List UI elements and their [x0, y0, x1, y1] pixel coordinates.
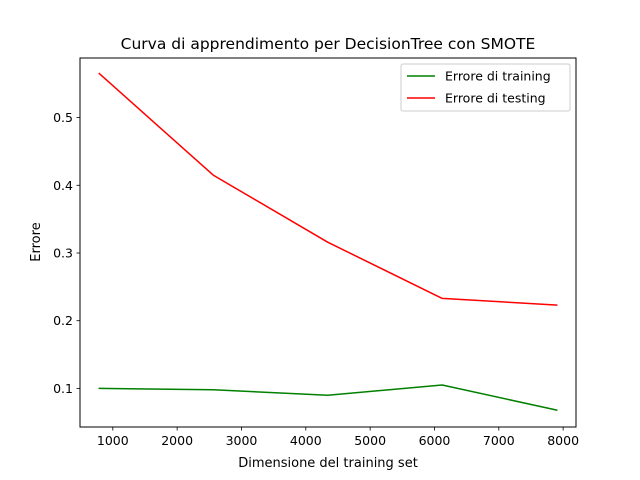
legend-label-1: Errore di testing	[445, 91, 546, 106]
x-tick-label-5: 6000	[419, 433, 451, 448]
x-tick-label-4: 5000	[354, 433, 386, 448]
legend-box	[400, 63, 571, 112]
x-axis: 1000 2000 3000 4000 5000 6000 7000 8000	[97, 427, 579, 448]
x-tick-label-7: 8000	[547, 433, 579, 448]
y-axis-label: Errore	[29, 222, 44, 261]
x-axis-label: Dimensione del training set	[238, 456, 418, 471]
x-tick-label-3: 4000	[290, 433, 322, 448]
series-layer	[98, 72, 558, 411]
y-tick-label-2: 0.3	[53, 245, 73, 260]
legend: Errore di training Errore di testing	[400, 63, 571, 112]
y-tick-label-0: 0.1	[53, 381, 73, 396]
chart-title: Curva di apprendimento per DecisionTree …	[121, 35, 536, 53]
y-axis: 0.1 0.2 0.3 0.4 0.5	[53, 110, 80, 396]
x-tick-label-6: 7000	[483, 433, 515, 448]
legend-label-0: Errore di training	[445, 69, 551, 84]
x-tick-label-0: 1000	[97, 433, 129, 448]
x-tick-label-2: 3000	[226, 433, 258, 448]
series-line-1	[98, 72, 558, 306]
y-tick-label-4: 0.5	[53, 110, 73, 125]
y-tick-label-3: 0.4	[53, 178, 73, 193]
y-tick-label-1: 0.2	[53, 313, 73, 328]
x-tick-label-1: 2000	[161, 433, 193, 448]
plot-frame	[79, 57, 577, 428]
series-line-0	[98, 384, 558, 411]
